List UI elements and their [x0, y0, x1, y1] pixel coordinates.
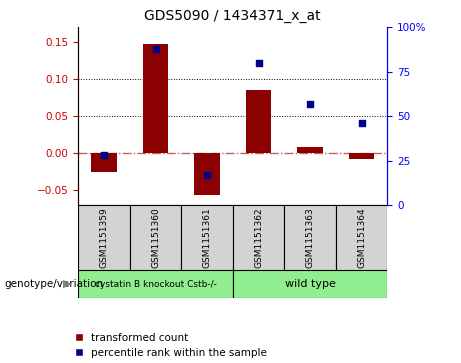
Text: GSM1151364: GSM1151364: [357, 207, 366, 268]
Bar: [233, 270, 387, 298]
Bar: [91, 153, 117, 172]
Text: ▶: ▶: [63, 279, 71, 289]
Bar: [233, 205, 284, 270]
Point: [203, 172, 211, 178]
Bar: [194, 153, 220, 195]
Point: [358, 121, 365, 126]
Bar: [297, 147, 323, 153]
Bar: [130, 205, 181, 270]
Point: [152, 46, 160, 52]
Text: GSM1151361: GSM1151361: [202, 207, 212, 268]
Bar: [349, 153, 374, 159]
Bar: [78, 270, 233, 298]
Bar: [181, 205, 233, 270]
Title: GDS5090 / 1434371_x_at: GDS5090 / 1434371_x_at: [144, 9, 321, 24]
Text: genotype/variation: genotype/variation: [5, 279, 104, 289]
Text: GSM1151363: GSM1151363: [306, 207, 314, 268]
Bar: [336, 205, 387, 270]
Point: [306, 101, 313, 107]
Text: GSM1151360: GSM1151360: [151, 207, 160, 268]
Text: GSM1151362: GSM1151362: [254, 207, 263, 268]
Bar: [246, 90, 272, 153]
Legend: transformed count, percentile rank within the sample: transformed count, percentile rank withi…: [74, 333, 267, 358]
Point: [100, 152, 108, 158]
Bar: [78, 205, 130, 270]
Bar: [284, 205, 336, 270]
Bar: [143, 44, 168, 153]
Text: GSM1151359: GSM1151359: [100, 207, 109, 268]
Point: [255, 60, 262, 66]
Text: cystatin B knockout Cstb-/-: cystatin B knockout Cstb-/-: [95, 280, 217, 289]
Text: wild type: wild type: [284, 279, 336, 289]
